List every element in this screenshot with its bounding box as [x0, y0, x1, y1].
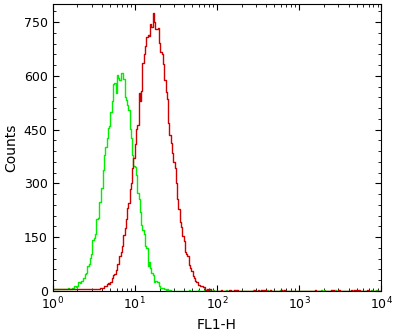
Y-axis label: Counts: Counts: [4, 123, 18, 172]
X-axis label: FL1-H: FL1-H: [197, 318, 237, 332]
